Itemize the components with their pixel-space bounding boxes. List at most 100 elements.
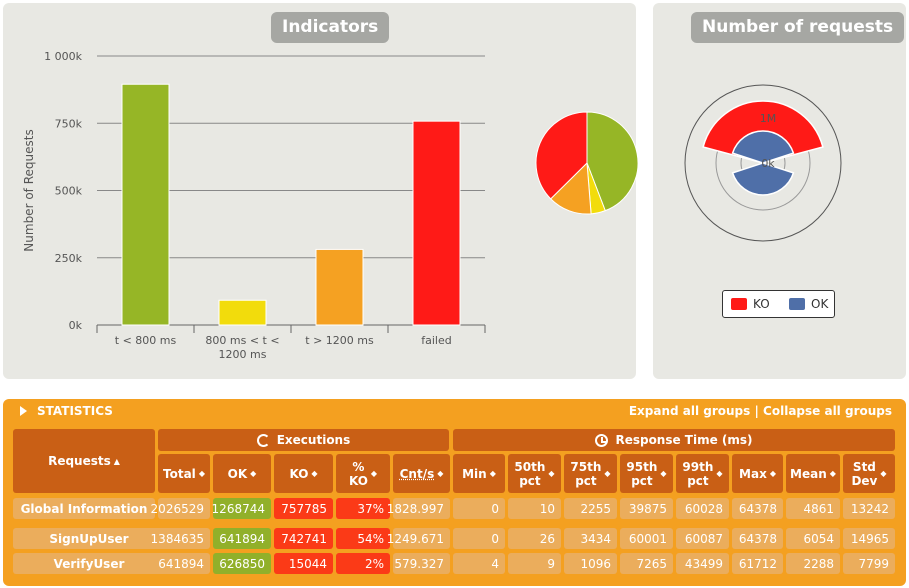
legend-item-ko[interactable]: KO — [731, 297, 770, 311]
sort-icon: ◆ — [250, 468, 257, 478]
cell-std-dev: 7799 — [843, 553, 895, 574]
sync-icon — [256, 433, 270, 447]
column-header-label: % KO — [348, 459, 368, 488]
bar-3 — [412, 120, 461, 326]
cell-ko: 15044 — [274, 553, 333, 574]
bar-0 — [121, 83, 170, 326]
bar-2 — [315, 248, 364, 326]
x-tick-label: t < 800 ms — [115, 334, 177, 347]
column-header-total[interactable]: Total ◆ — [158, 454, 210, 493]
column-header-ok[interactable]: OK ◆ — [213, 454, 271, 493]
row-name[interactable]: Global Information — [13, 498, 155, 519]
statistics-panel: STATISTICS Expand all groups | Collapse … — [3, 399, 906, 586]
cell-50th-pct: 26 — [508, 528, 561, 549]
cell-95th-pct: 39875 — [620, 498, 673, 519]
column-header-max[interactable]: Max ◆ — [732, 454, 783, 493]
expand-all-groups-link[interactable]: Expand all groups — [628, 404, 751, 418]
row-name[interactable]: SignUpUser — [13, 528, 165, 549]
column-header-label: 99th pct — [682, 459, 714, 488]
y-tick-label: 250k — [55, 252, 83, 265]
pie-slice-0 — [586, 111, 639, 212]
cell-ok: 641894 — [213, 528, 271, 549]
cell-std-dev: 13242 — [843, 498, 895, 519]
cell-ko: 757785 — [274, 498, 333, 519]
cell-cnt-s: 1828.997 — [387, 498, 450, 519]
sort-icon: ◆ — [437, 468, 444, 478]
column-header-mean[interactable]: Mean ◆ — [786, 454, 840, 493]
sort-up-icon: ▲ — [113, 456, 120, 466]
cell-95th-pct: 7265 — [620, 553, 673, 574]
indicators-title: Indicators — [271, 12, 390, 43]
column-header-label: 50th pct — [514, 459, 546, 488]
row-name[interactable]: VerifyUser — [13, 553, 165, 574]
legend-item-ok[interactable]: OK — [789, 297, 828, 311]
sort-icon: ◆ — [604, 468, 611, 478]
cell-ok: 1268744 — [212, 498, 271, 519]
sort-icon: ◆ — [829, 468, 836, 478]
group-links: Expand all groups | Collapse all groups — [629, 404, 892, 418]
column-header-50th-pct[interactable]: 50th pct ◆ — [508, 454, 561, 493]
statistics-title: STATISTICS — [37, 404, 113, 418]
column-header-ko[interactable]: KO ◆ — [274, 454, 333, 493]
column-header--ko[interactable]: % KO ◆ — [336, 454, 390, 493]
expand-arrow-icon — [20, 406, 27, 416]
requests-legend: KO OK — [722, 290, 835, 318]
sort-icon: ◆ — [198, 468, 205, 478]
cell-75th-pct: 2255 — [564, 498, 617, 519]
response-time-group-header: Response Time (ms) — [453, 429, 895, 451]
cell-ok: 626850 — [213, 553, 271, 574]
collapse-all-groups-link[interactable]: Collapse all groups — [763, 404, 892, 418]
y-axis-title: Number of Requests — [22, 129, 36, 251]
legend-label-ok: OK — [811, 297, 829, 311]
x-tick-label: failed — [421, 334, 451, 347]
cell-50th-pct: 9 — [508, 553, 561, 574]
y-tick-label: 500k — [55, 185, 83, 198]
cell--ko: 37% — [336, 498, 390, 519]
column-header-99th-pct[interactable]: 99th pct ◆ — [676, 454, 729, 493]
cell-99th-pct: 43499 — [676, 553, 729, 574]
cell-total: 2026529 — [151, 498, 210, 519]
sort-icon: ◆ — [311, 468, 318, 478]
column-header-cnt-s[interactable]: Cnt/s ◆ — [393, 454, 450, 493]
cell--ko: 54% — [336, 528, 390, 549]
sort-icon: ◆ — [769, 468, 776, 478]
y-tick-label: 0k — [69, 319, 83, 332]
cell-max: 64378 — [732, 498, 783, 519]
column-header-std-dev[interactable]: Std Dev ◆ — [843, 454, 895, 493]
column-header-min[interactable]: Min ◆ — [453, 454, 505, 493]
column-header-label: KO — [289, 466, 309, 481]
bar-1 — [218, 299, 267, 326]
response-header-label: Response Time (ms) — [615, 433, 753, 447]
pie-slice-3 — [535, 111, 588, 200]
statistics-toggle[interactable]: STATISTICS — [20, 404, 113, 418]
y-tick-label: 1 000k — [44, 50, 82, 63]
cell-cnt-s: 579.327 — [393, 553, 450, 574]
cell-max: 61712 — [732, 553, 783, 574]
executions-group-header: Executions — [158, 429, 449, 451]
legend-label-ko: KO — [753, 297, 770, 311]
cell--ko: 2% — [336, 553, 390, 574]
cell-50th-pct: 10 — [508, 498, 561, 519]
cell-max: 64378 — [732, 528, 783, 549]
sort-icon: ◆ — [489, 468, 496, 478]
column-header-label: Cnt/s — [399, 466, 435, 481]
links-separator: | — [750, 404, 764, 418]
cell-min: 0 — [453, 498, 505, 519]
clock-icon — [595, 433, 609, 447]
column-header-label: OK — [227, 466, 248, 481]
cell-95th-pct: 60001 — [620, 528, 673, 549]
column-header-75th-pct[interactable]: 75th pct ◆ — [564, 454, 617, 493]
cell-min: 0 — [453, 528, 505, 549]
column-header-label: Total — [163, 466, 196, 481]
sort-icon: ◆ — [370, 468, 378, 478]
cell-mean: 4861 — [786, 498, 840, 519]
indicators-pie-chart — [535, 111, 639, 215]
requests-title: Number of requests — [691, 12, 905, 43]
column-header-label: Min — [462, 466, 487, 481]
x-tick-label: 1200 ms — [219, 348, 267, 361]
executions-header-label: Executions — [276, 433, 351, 447]
requests-column-header[interactable]: Requests ▲ — [13, 429, 155, 493]
ko-swatch — [731, 298, 747, 310]
x-tick-label: t > 1200 ms — [305, 334, 374, 347]
column-header-95th-pct[interactable]: 95th pct ◆ — [620, 454, 673, 493]
